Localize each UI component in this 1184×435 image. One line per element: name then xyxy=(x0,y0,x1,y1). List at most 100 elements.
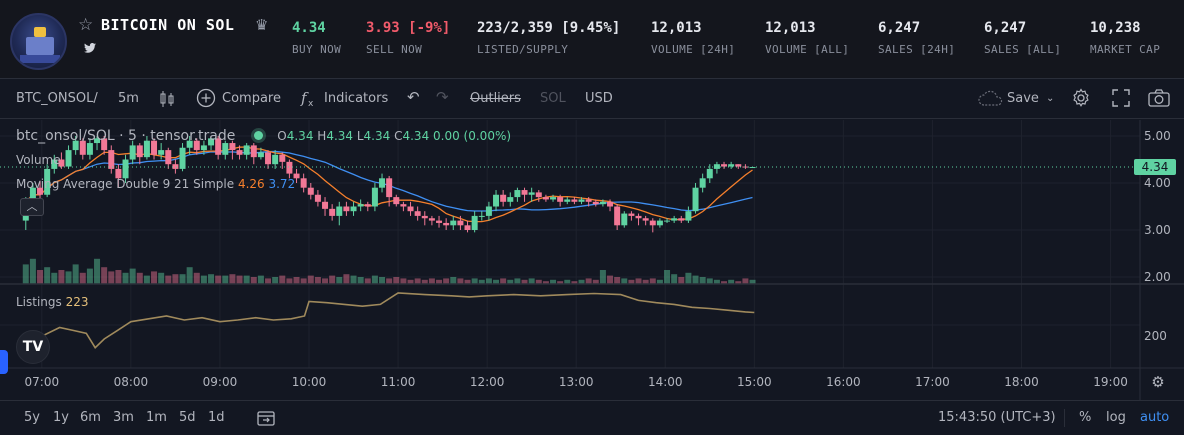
candle-body xyxy=(215,138,222,155)
collapse-legend-chevron-up-icon[interactable]: ︿ xyxy=(20,198,44,216)
log-scale-toggle[interactable]: log xyxy=(1106,410,1126,425)
utc-clock[interactable]: 15:43:50 (UTC+3) xyxy=(938,410,1056,425)
volume-bar xyxy=(329,275,336,284)
candle-body xyxy=(172,164,179,169)
date-range-icon[interactable] xyxy=(256,409,276,430)
settings-gear-icon[interactable] xyxy=(1071,88,1091,108)
candle-body xyxy=(386,178,393,198)
candle-body xyxy=(329,208,336,216)
volume-bar xyxy=(94,258,101,284)
volume-legend[interactable]: Volume xyxy=(16,153,61,167)
candle-body xyxy=(649,220,656,226)
candles-icon[interactable] xyxy=(158,89,176,109)
range-1d-button[interactable]: 1d xyxy=(208,410,225,425)
time-tick-label: 15:00 xyxy=(737,375,772,389)
tradingview-logo-icon[interactable]: TV xyxy=(16,330,50,364)
chart-canvas[interactable]: 07:00 08:00 09:00 10:00 11:00 12:00 13:00 14:00… xyxy=(0,120,1184,400)
volume-bar xyxy=(86,268,93,284)
range-1y-button[interactable]: 1y xyxy=(53,410,69,425)
price-chart[interactable]: 07:00 08:00 09:00 10:00 11:00 12:00 13:00 14:00… xyxy=(0,120,1184,400)
sol-currency-toggle[interactable]: SOL xyxy=(540,91,566,106)
save-chevron-down-icon[interactable]: ⌄ xyxy=(1046,93,1055,104)
volume-bar xyxy=(364,278,371,284)
time-tick-label: 12:00 xyxy=(470,375,505,389)
volume-bar xyxy=(436,279,443,284)
volume-bar xyxy=(37,270,44,284)
candle-body xyxy=(706,168,713,179)
ohlc-high: 4.34 xyxy=(326,129,354,143)
candle-body xyxy=(165,150,172,165)
redo-icon[interactable]: ↷ xyxy=(436,88,449,106)
stat-listed-supply: 223/2,359 [9.45%] LISTED/SUPPLY xyxy=(477,20,621,56)
candle-body xyxy=(457,220,464,226)
volume-bar xyxy=(322,278,329,284)
compare-button[interactable]: Compare xyxy=(222,91,281,106)
volume-bar xyxy=(357,277,364,284)
volume-bar xyxy=(485,278,492,284)
twitter-bird-icon[interactable] xyxy=(84,43,96,53)
volume-bar xyxy=(257,275,264,284)
candle-body xyxy=(721,164,728,167)
save-button[interactable]: Save xyxy=(1007,91,1039,106)
symbol-search-button[interactable]: BTC_ONSOL/ xyxy=(16,91,98,106)
range-1m-button[interactable]: 1m xyxy=(146,410,167,425)
volume-bar xyxy=(421,279,428,284)
moving-average-legend[interactable]: Moving Average Double 9 21 Simple 4.26 3… xyxy=(16,177,296,191)
candle-body xyxy=(29,187,36,202)
range-5d-button[interactable]: 5d xyxy=(179,410,196,425)
volume-bar xyxy=(692,275,699,284)
volume-bar xyxy=(29,258,36,284)
range-5y-button[interactable]: 5y xyxy=(24,410,40,425)
candle-body xyxy=(257,152,264,158)
listings-tick-label: 200 xyxy=(1144,329,1167,343)
volume-bar xyxy=(607,275,614,284)
candle-body xyxy=(414,211,421,216)
interval-button[interactable]: 5m xyxy=(118,91,139,106)
side-panel-expand-tab[interactable] xyxy=(0,350,8,374)
listings-line xyxy=(23,292,755,349)
listings-legend[interactable]: Listings 223 xyxy=(16,295,89,309)
usd-currency-toggle[interactable]: USD xyxy=(585,91,613,106)
range-3m-button[interactable]: 3m xyxy=(113,410,134,425)
percent-scale-toggle[interactable]: % xyxy=(1079,410,1092,425)
candle-body xyxy=(671,218,678,221)
stat-sell-now: 3.93 [-9%] SELL NOW xyxy=(366,20,451,56)
crown-icon: ♛ xyxy=(255,16,269,34)
volume-bar xyxy=(400,278,407,284)
stat-buy-now: 4.34 BUY NOW xyxy=(292,20,342,56)
candle-body xyxy=(51,159,58,169)
cloud-save-icon[interactable] xyxy=(978,90,1004,108)
candle-body xyxy=(507,197,514,202)
listings-value: 223 xyxy=(65,295,89,309)
volume-bar xyxy=(200,275,207,284)
volume-bar xyxy=(535,279,542,284)
indicators-button[interactable]: Indicators xyxy=(324,91,389,106)
screenshot-camera-icon[interactable] xyxy=(1148,89,1170,107)
volume-bar xyxy=(307,275,314,284)
compare-plus-icon[interactable] xyxy=(196,88,216,108)
volume-bar xyxy=(464,279,471,284)
auto-scale-toggle[interactable]: auto xyxy=(1140,410,1170,425)
volume-bar xyxy=(599,270,606,284)
candle-body xyxy=(557,197,564,202)
volume-bar xyxy=(208,274,215,284)
time-tick-label: 18:00 xyxy=(1004,375,1039,389)
favorite-star-icon[interactable]: ☆ xyxy=(78,15,94,35)
volume-bar xyxy=(571,281,578,284)
fullscreen-icon[interactable] xyxy=(1112,89,1130,107)
volume-bar xyxy=(300,278,307,284)
candle-body xyxy=(542,197,549,200)
live-status-dot-icon xyxy=(253,131,263,140)
collection-avatar[interactable] xyxy=(10,13,67,70)
range-6m-button[interactable]: 6m xyxy=(80,410,101,425)
ohlc-close: 4.34 0.00 (0.00%) xyxy=(402,129,512,143)
undo-icon[interactable]: ↶ xyxy=(407,88,420,106)
outliers-toggle[interactable]: Outliers xyxy=(470,91,521,106)
candle-body xyxy=(735,164,742,167)
candle-body xyxy=(44,168,51,195)
candle-body xyxy=(65,150,72,167)
volume-bar xyxy=(215,275,222,284)
price-tick-label: 5.00 xyxy=(1144,129,1171,143)
axis-settings-gear-icon[interactable]: ⚙ xyxy=(1151,373,1164,391)
